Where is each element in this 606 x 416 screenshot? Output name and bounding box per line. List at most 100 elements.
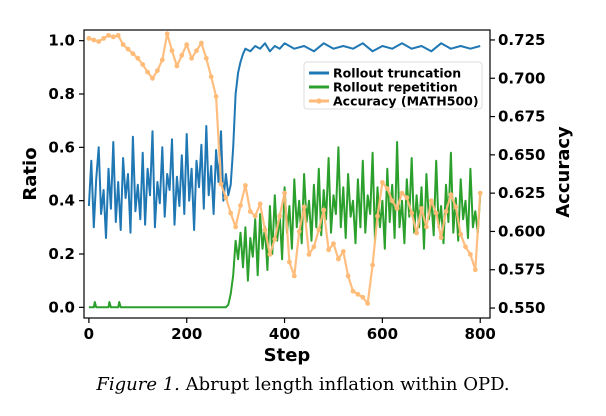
accuracy-point <box>350 288 356 294</box>
accuracy-point <box>267 252 273 257</box>
accuracy-point <box>252 213 258 219</box>
accuracy-point <box>199 40 204 46</box>
accuracy-point <box>110 34 116 40</box>
accuracy-point <box>336 256 341 262</box>
accuracy-point <box>340 249 346 254</box>
x-tick-label: 400 <box>269 325 300 343</box>
y-left-tick-label: 0.6 <box>48 138 75 156</box>
accuracy-point <box>243 183 248 188</box>
accuracy-point <box>208 74 214 80</box>
accuracy-point <box>233 224 239 230</box>
accuracy-point <box>155 68 160 73</box>
accuracy-point <box>213 94 219 99</box>
accuracy-point <box>150 75 155 81</box>
accuracy-point <box>296 229 302 234</box>
accuracy-point <box>355 291 361 297</box>
y-left-tick-label: 0.0 <box>48 298 75 316</box>
accuracy-point <box>164 31 170 37</box>
accuracy-point <box>287 259 292 265</box>
accuracy-point <box>115 33 121 38</box>
accuracy-point <box>438 235 444 241</box>
y-left-tick-label: 0.8 <box>48 85 75 103</box>
accuracy-point <box>130 51 136 57</box>
accuracy-point <box>174 63 180 69</box>
x-axis-title: Step <box>264 345 311 366</box>
accuracy-point <box>463 244 468 250</box>
legend-marker <box>316 98 322 104</box>
accuracy-point <box>125 46 131 52</box>
accuracy-point <box>218 181 224 187</box>
accuracy-point <box>409 210 415 216</box>
y-left-tick-label: 1.0 <box>48 32 75 50</box>
y-right-tick-label: 0.550 <box>498 299 545 317</box>
series-layer <box>86 31 483 309</box>
legend-label: Accuracy (MATH500) <box>333 94 479 109</box>
accuracy-point <box>228 210 234 216</box>
accuracy-point <box>96 39 102 44</box>
y-right-axis-title: Accuracy <box>553 126 574 218</box>
accuracy-point <box>419 206 424 211</box>
accuracy-point <box>477 190 483 196</box>
figure-caption: Figure 1. Abrupt length inflation within… <box>0 374 606 395</box>
axes-layer: 0 200 400 600 800 0.0 0.2 0.4 0.6 0.8 1.0 0.550 0.57… <box>20 29 574 366</box>
accuracy-point <box>184 42 190 47</box>
accuracy-point <box>277 213 283 219</box>
accuracy-point <box>306 252 312 257</box>
accuracy-point <box>194 48 199 54</box>
accuracy-point <box>189 55 195 61</box>
series-line-rollout-repetition <box>88 141 482 309</box>
accuracy-point <box>272 236 278 242</box>
accuracy-point <box>360 294 366 300</box>
accuracy-point <box>389 198 395 204</box>
accuracy-point <box>282 190 287 196</box>
accuracy-point <box>375 213 380 219</box>
accuracy-point <box>223 195 229 201</box>
accuracy-point <box>326 247 331 253</box>
x-tick-label: 200 <box>171 325 202 343</box>
y-right-tick-label: 0.575 <box>498 261 545 279</box>
accuracy-point <box>179 52 185 58</box>
plot-frame <box>83 29 491 319</box>
accuracy-point <box>101 36 106 41</box>
y-left-tick-label: 0.2 <box>48 245 75 263</box>
accuracy-point <box>316 227 322 233</box>
y-right-tick-label: 0.725 <box>498 31 545 49</box>
legend-label: Rollout repetition <box>333 80 458 95</box>
accuracy-point <box>291 273 297 279</box>
caption-text: Abrupt length inflation within OPD. <box>185 374 510 395</box>
figure-label: Figure 1. <box>96 374 180 395</box>
y-left-tick-label: 0.4 <box>48 192 75 210</box>
accuracy-point <box>247 209 253 214</box>
accuracy-point <box>428 198 434 204</box>
accuracy-point <box>203 55 209 61</box>
y-right-tick-label: 0.675 <box>498 108 545 126</box>
accuracy-point <box>301 204 307 210</box>
accuracy-point <box>380 180 385 185</box>
accuracy-point <box>414 230 419 236</box>
y-left-axis-title: Ratio <box>20 147 41 200</box>
accuracy-point <box>345 273 351 279</box>
accuracy-point <box>384 186 390 192</box>
accuracy-point <box>145 69 151 75</box>
accuracy-point <box>86 36 92 41</box>
accuracy-point <box>472 267 478 273</box>
accuracy-point <box>169 48 175 54</box>
y-right-tick-label: 0.600 <box>498 222 545 240</box>
accuracy-point <box>448 192 454 198</box>
accuracy-point <box>433 210 439 216</box>
accuracy-point <box>331 241 336 247</box>
x-tick-label: 0 <box>84 325 94 343</box>
y-right-tick-label: 0.625 <box>498 184 545 202</box>
accuracy-point <box>140 62 146 67</box>
chart: 0 200 400 600 800 0.0 0.2 0.4 0.6 0.8 1.0 0.550 0.57… <box>20 29 574 366</box>
accuracy-point <box>468 252 473 257</box>
accuracy-point <box>257 201 263 207</box>
accuracy-point <box>321 207 327 213</box>
accuracy-point <box>453 204 459 210</box>
accuracy-point <box>238 203 243 208</box>
accuracy-point <box>365 301 371 306</box>
accuracy-point <box>91 37 97 43</box>
legend-box <box>303 61 483 110</box>
accuracy-point <box>443 209 449 214</box>
